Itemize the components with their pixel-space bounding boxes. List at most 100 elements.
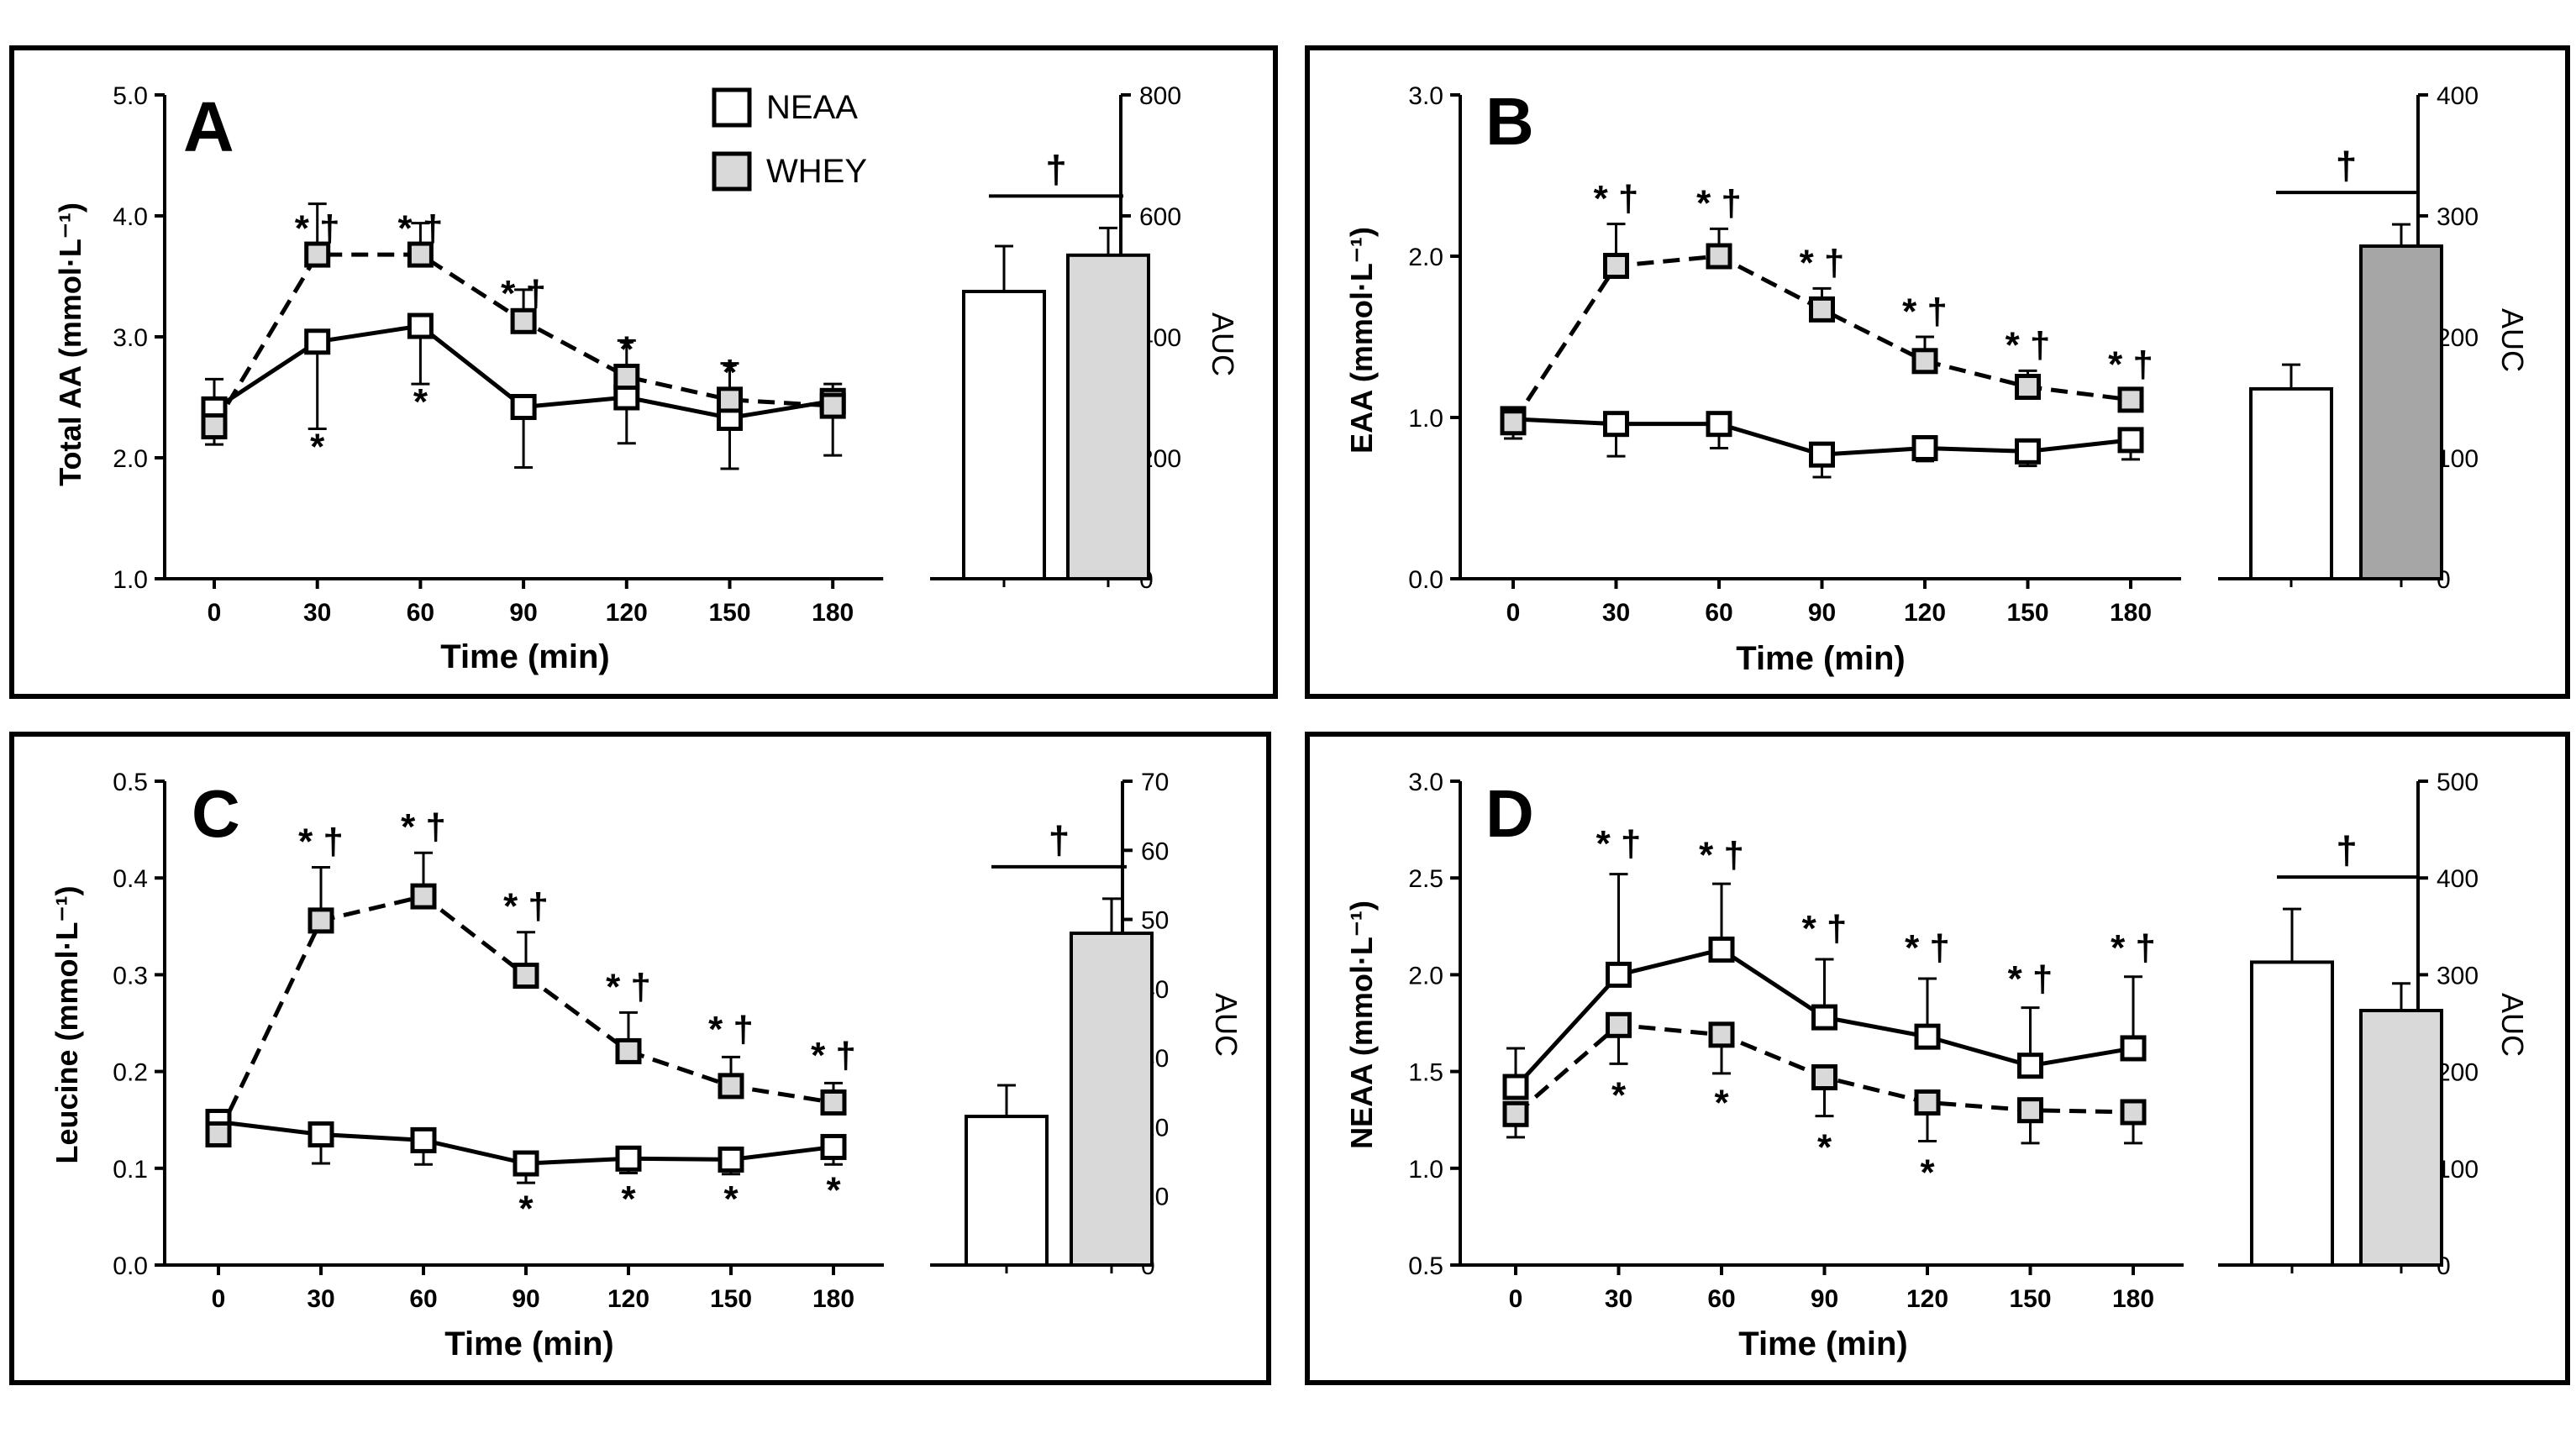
panel-d-y-tick-label: 2.0: [1408, 962, 1443, 990]
panel-d-significance-mark: * †: [1905, 927, 1950, 969]
panel-d-frame: [1305, 732, 2570, 1385]
panel-d-neaa-point: [1811, 1004, 1837, 1031]
panel-b-significance-mark: * †: [1800, 243, 1845, 284]
panel-b-significance-mark: * †: [1696, 183, 1742, 224]
legend-whey-label: WHEY: [766, 153, 867, 190]
panel-b-neaa-point: [1911, 434, 1938, 461]
panel-b: B EAA (mmol·L⁻¹) Time (min) AUC 0.0 1.0 2.…: [1305, 45, 2570, 699]
panel-d-x-tick-label: 120: [1906, 1285, 1948, 1313]
panel-d-significance-mark: * †: [1802, 908, 1848, 949]
panel-c-x-tick-label: 30: [307, 1285, 334, 1313]
panel-a-whey-point: [717, 386, 743, 413]
panel-d-auc-y-tick-label: 300: [2437, 962, 2479, 990]
panel-a-whey-point: [407, 241, 434, 268]
panel-a-neaa-point: [510, 394, 537, 421]
panel-a-auc-whey-bar: [1066, 253, 1150, 580]
panel-d: D NEAA (mmol·L⁻¹) Time (min) AUC 0.5 1.0 1…: [1305, 732, 2570, 1385]
panel-c-x-tick-label: 150: [710, 1285, 752, 1313]
panel-d-whey-point: [2120, 1099, 2147, 1126]
panel-d-auc-y-tick-label: 100: [2437, 1156, 2479, 1184]
panel-a-frame: [9, 45, 1278, 699]
panel-a-x-tick-label: 180: [812, 599, 854, 627]
panel-b-x-tick-label: 150: [2006, 599, 2048, 627]
panel-a-whey-point: [510, 307, 537, 334]
panel-c-significance-mark: *: [518, 1188, 534, 1229]
panel-d-significance-mark: *: [1611, 1075, 1627, 1116]
panel-a-x-tick-label: 150: [708, 599, 750, 627]
panel-a-y-tick-label: 2.0: [113, 445, 148, 473]
panel-b-x-axis-title: Time (min): [1736, 640, 1906, 677]
panel-c-y-tick-label: 0.1: [113, 1156, 148, 1184]
panel-c-auc-axis-title: AUC: [1209, 993, 1243, 1057]
panel-d-x-tick-label: 30: [1605, 1285, 1632, 1313]
panel-d-auc-axis-title: AUC: [2495, 993, 2530, 1057]
panel-a-whey-point: [304, 241, 331, 268]
panel-d-whey-point: [1708, 1021, 1735, 1048]
panel-a-whey-point: [613, 364, 640, 391]
panel-a-y-tick-label: 4.0: [113, 203, 148, 231]
panel-b-neaa-point: [1809, 441, 1835, 468]
panel-d-whey-point: [1502, 1100, 1529, 1127]
panel-a-legend: NEAA WHEY: [712, 87, 867, 192]
panel-c-y-tick-label: 0.4: [113, 865, 148, 893]
panel-a-significance-mark: * †: [295, 207, 340, 249]
panel-d-whey-point: [1914, 1089, 1941, 1116]
panel-b-y-axis-title: EAA (mmol·L⁻¹): [1344, 227, 1379, 454]
panel-b-neaa-point: [1706, 411, 1732, 438]
panel-c-auc-significance-mark: †: [1049, 818, 1070, 862]
panel-c-x-axis-title: Time (min): [444, 1326, 614, 1362]
panel-b-y-tick-label: 1.0: [1408, 405, 1443, 433]
panel-c-significance-mark: *: [723, 1179, 739, 1220]
panel-b-whey-point: [1603, 253, 1629, 280]
panel-b-auc-y-tick-label: 100: [2437, 445, 2479, 473]
panel-c-x-tick-label: 60: [409, 1285, 437, 1313]
panel-b-neaa-point: [2015, 438, 2041, 465]
panel-b-x-tick-label: 30: [1602, 599, 1630, 627]
panel-c-plot: 0.0 0.1 0.2 0.3 0.4 0.5 0 30 60 90 120 150 180 * † * †…: [113, 769, 1169, 1313]
legend-whey-swatch: [712, 151, 752, 192]
panel-a-x-tick-label: 120: [606, 599, 648, 627]
panel-b-neaa-point: [2117, 427, 2144, 454]
panel-c-neaa-point: [820, 1133, 847, 1160]
panel-a-significance-mark: *: [413, 381, 428, 423]
panel-a-whey-point: [819, 392, 846, 419]
panel-c-neaa-point: [615, 1145, 642, 1172]
panel-b-auc-whey-bar: [2359, 244, 2443, 580]
panel-c-label: C: [192, 776, 240, 851]
panel-b-label: B: [1485, 84, 1534, 159]
panel-d-neaa-point: [1502, 1074, 1529, 1100]
panel-a-x-tick-label: 90: [509, 599, 537, 627]
panel-c-significance-mark: *: [826, 1169, 841, 1210]
panel-c-auc-y-tick-label: 70: [1141, 769, 1169, 796]
panel-b-auc-y-tick-label: 200: [2437, 324, 2479, 352]
panel-c-significance-mark: * †: [708, 1009, 754, 1050]
panel-a: A Total AA (mmol·L⁻¹) Time (min) AUC NEA…: [9, 45, 1278, 699]
panel-d-auc-significance-mark: †: [2336, 828, 2358, 872]
panel-d-x-tick-label: 0: [1509, 1285, 1523, 1313]
panel-a-significance-mark: *: [723, 352, 738, 393]
panel-c-x-tick-label: 180: [812, 1285, 854, 1313]
panel-d-auc-neaa-bar: [2250, 960, 2334, 1267]
panel-a-y-axis-title: Total AA (mmol·L⁻¹): [53, 202, 87, 486]
panel-b-whey-point: [1500, 409, 1527, 436]
panel-c-neaa-point: [718, 1146, 744, 1173]
panel-a-whey-point: [201, 413, 228, 440]
panel-c-auc-neaa-bar: [965, 1115, 1049, 1267]
panel-d-significance-mark: *: [1714, 1083, 1729, 1124]
panel-c-significance-mark: * †: [298, 821, 344, 862]
panel-d-y-tick-label: 1.0: [1408, 1156, 1443, 1184]
panel-d-auc-y-tick-label: 400: [2437, 865, 2479, 893]
panel-b-whey-point: [2117, 386, 2144, 413]
panel-c-auc-whey-bar: [1070, 932, 1154, 1267]
panel-d-y-tick-label: 3.0: [1408, 769, 1443, 796]
panel-d-auc-whey-bar: [2359, 1009, 2443, 1268]
panel-b-whey-point: [1706, 243, 1732, 270]
panel-c-y-tick-label: 0.2: [113, 1059, 148, 1087]
panel-b-frame: [1305, 45, 2570, 699]
legend-neaa-swatch: [712, 87, 752, 128]
panel-d-significance-mark: * †: [2111, 927, 2156, 969]
panel-a-neaa-point: [613, 384, 640, 411]
panel-a-auc-y-tick-label: 600: [1139, 203, 1181, 231]
panel-d-neaa-point: [2017, 1053, 2043, 1079]
